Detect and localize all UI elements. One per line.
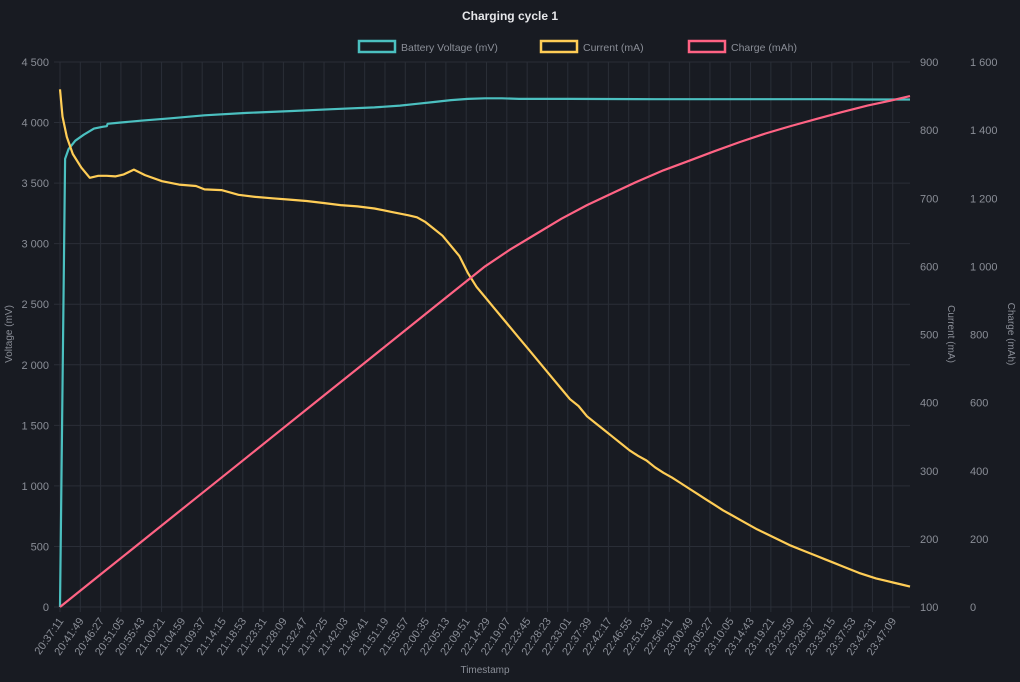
voltage-tick-label: 4 500: [21, 57, 49, 69]
x-axis-title: Timestamp: [460, 665, 510, 676]
voltage-tick-label: 1 500: [21, 420, 49, 432]
charge-tick-label: 0: [970, 602, 976, 614]
current-tick-label: 700: [920, 193, 938, 205]
voltage-series-line: [58, 97, 910, 608]
current-tick-label: 800: [920, 125, 938, 137]
legend-label[interactable]: Current (mA): [583, 42, 644, 54]
current-tick-label: 600: [920, 261, 938, 273]
voltage-tick-label: 0: [43, 602, 49, 614]
y-axis-title-voltage: Voltage (mV): [4, 305, 15, 363]
current-tick-label: 900: [920, 57, 938, 69]
current-tick-label: 400: [920, 398, 938, 410]
current-tick-label: 100: [920, 602, 938, 614]
y-axis-title-current: Current (mA): [945, 305, 956, 363]
charge-tick-label: 200: [970, 534, 988, 546]
legend-swatch[interactable]: [357, 39, 397, 54]
current-tick-label: 300: [920, 466, 938, 478]
current-tick-label: 200: [920, 534, 938, 546]
charge-series-line: [59, 95, 911, 608]
charge-tick-label: 600: [970, 398, 988, 410]
voltage-tick-label: 2 500: [21, 299, 49, 311]
y-axis-title-charge: Charge (mAh): [1005, 303, 1016, 366]
legend-swatch[interactable]: [539, 39, 579, 54]
current-series-line: [58, 89, 911, 588]
charge-tick-label: 1 000: [970, 261, 998, 273]
voltage-tick-label: 3 000: [21, 239, 49, 251]
charge-tick-label: 1 400: [970, 125, 998, 137]
charge-tick-label: 1 600: [970, 57, 998, 69]
charge-tick-label: 800: [970, 330, 988, 342]
voltage-tick-label: 3 500: [21, 178, 49, 190]
legend-label[interactable]: Battery Voltage (mV): [401, 42, 498, 54]
charge-tick-label: 1 200: [970, 193, 998, 205]
legend-swatch[interactable]: [687, 39, 727, 54]
current-tick-label: 500: [920, 330, 938, 342]
chart-title: Charging cycle 1: [462, 9, 558, 23]
voltage-tick-label: 4 000: [21, 118, 49, 130]
voltage-tick-label: 2 000: [21, 360, 49, 372]
voltage-tick-label: 1 000: [21, 481, 49, 493]
charge-tick-label: 400: [970, 466, 988, 478]
legend-label[interactable]: Charge (mAh): [731, 42, 797, 54]
voltage-tick-label: 500: [31, 541, 49, 553]
